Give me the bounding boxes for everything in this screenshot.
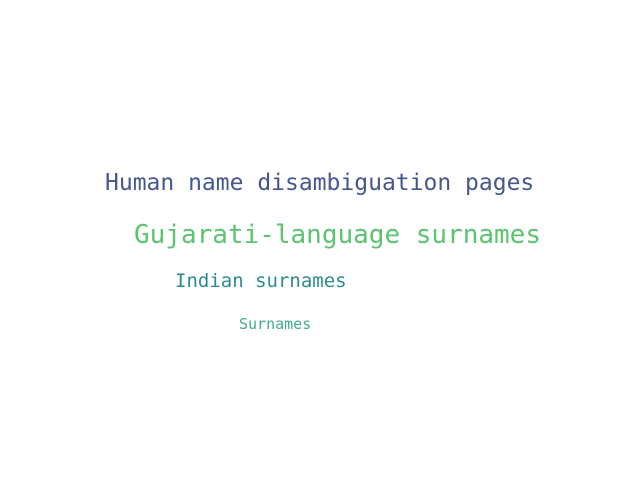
word-indian-surnames: Indian surnames — [175, 270, 347, 292]
word-human-name-disambiguation-pages: Human name disambiguation pages — [105, 170, 535, 196]
word-surnames: Surnames — [239, 315, 312, 333]
word-gujarati-language-surnames: Gujarati-language surnames — [134, 220, 541, 250]
